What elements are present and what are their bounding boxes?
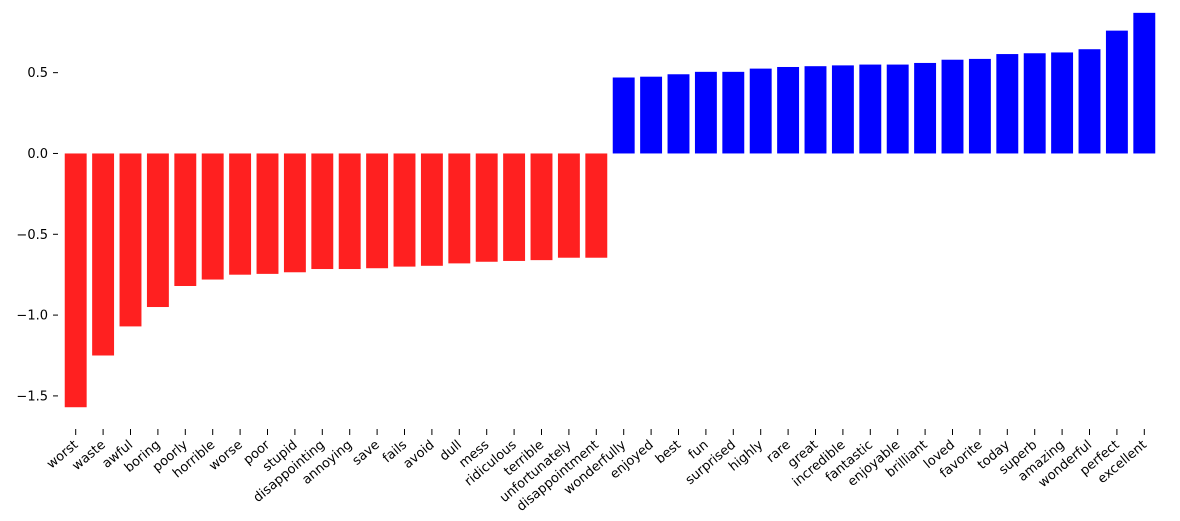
y-axis: −1.5 −1.0 −0.5 0.0 0.5 bbox=[16, 66, 58, 404]
bar-enjoyable bbox=[886, 64, 909, 154]
bar-horrible bbox=[201, 153, 224, 280]
bar-surprised bbox=[722, 71, 745, 154]
bar-fun bbox=[694, 71, 717, 154]
bar-awful bbox=[119, 153, 142, 327]
bar-save bbox=[366, 153, 389, 269]
bars-group bbox=[64, 12, 1156, 408]
bar-waste bbox=[92, 153, 115, 356]
bar-excellent bbox=[1133, 12, 1156, 154]
x-tick-label: best bbox=[653, 438, 684, 468]
bar-fails bbox=[393, 153, 416, 267]
bar-disappointment bbox=[585, 153, 608, 258]
bar-mess bbox=[475, 153, 498, 262]
bar-disappointing bbox=[311, 153, 334, 270]
bar-poor bbox=[256, 153, 279, 274]
bar-avoid bbox=[420, 153, 443, 266]
bar-incredible bbox=[831, 65, 854, 154]
y-tick-label: −1.5 bbox=[16, 389, 48, 404]
bar-great bbox=[804, 66, 827, 154]
bar-stupid bbox=[283, 153, 306, 273]
bar-best bbox=[667, 74, 690, 154]
bar-highly bbox=[749, 68, 772, 154]
bar-favorite bbox=[968, 58, 991, 154]
bar-ridiculous bbox=[503, 153, 526, 261]
bar-unfortunately bbox=[557, 153, 580, 258]
bar-amazing bbox=[1051, 52, 1074, 154]
bar-poorly bbox=[174, 153, 197, 286]
x-axis: worstwasteawfulboringpoorlyhorribleworse… bbox=[44, 429, 1150, 515]
bar-worse bbox=[229, 153, 252, 275]
bar-today bbox=[996, 54, 1019, 154]
bar-annoying bbox=[338, 153, 361, 270]
y-tick-label: 0.5 bbox=[27, 66, 48, 81]
bar-loved bbox=[941, 59, 964, 154]
bar-terrible bbox=[530, 153, 553, 261]
bar-worst bbox=[64, 153, 87, 408]
y-tick-label: −1.0 bbox=[16, 309, 48, 324]
y-tick-label: 0.0 bbox=[27, 147, 48, 162]
bar-enjoyed bbox=[640, 76, 663, 154]
bar-wonderfully bbox=[612, 77, 635, 154]
y-tick-label: −0.5 bbox=[16, 228, 48, 243]
bar-brilliant bbox=[914, 62, 937, 154]
bar-rare bbox=[777, 66, 800, 154]
bar-boring bbox=[146, 153, 169, 308]
bar-dull bbox=[448, 153, 471, 264]
x-tick-label: save bbox=[350, 438, 383, 469]
bar-perfect bbox=[1105, 30, 1128, 154]
bar-fantastic bbox=[859, 64, 882, 154]
bar-superb bbox=[1023, 53, 1046, 154]
bar-wonderful bbox=[1078, 49, 1101, 154]
x-tick-label: avoid bbox=[401, 438, 438, 472]
